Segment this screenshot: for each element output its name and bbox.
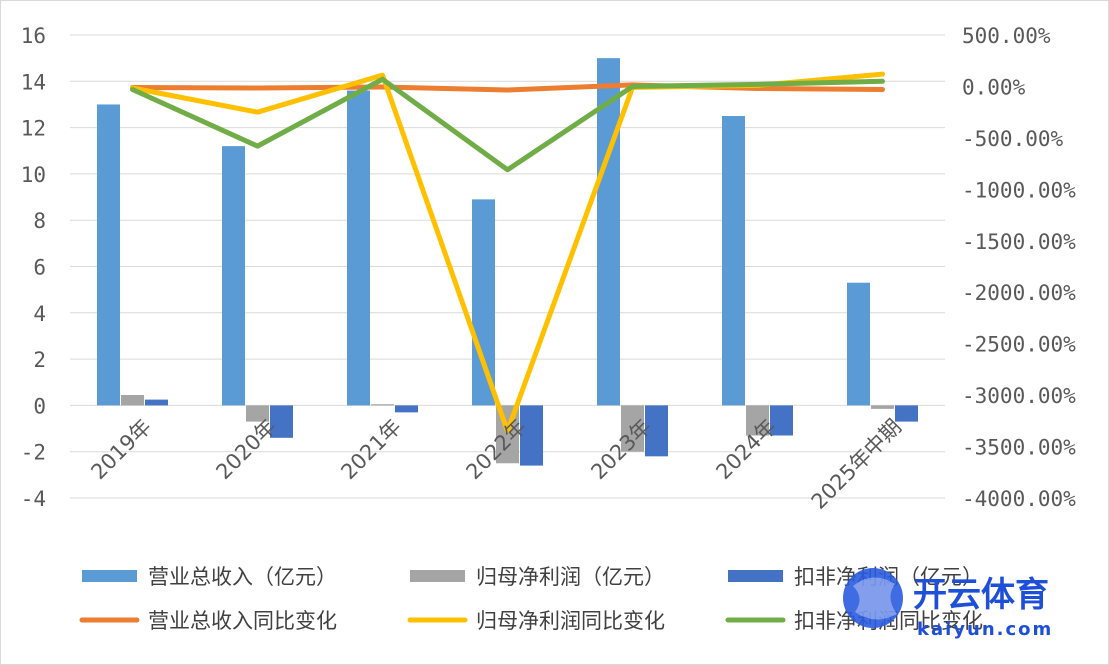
bar — [145, 399, 168, 406]
right-tick-label: 500.00% — [962, 24, 1051, 48]
bar — [371, 404, 394, 406]
watermark-brand-cn: 开云体育 — [913, 575, 1049, 615]
right-tick-label: -3000.00% — [962, 384, 1076, 408]
left-tick-label: 8 — [33, 209, 46, 233]
legend-swatch — [728, 570, 783, 582]
left-tick-label: 4 — [33, 302, 46, 326]
watermark-ball-icon — [843, 568, 903, 628]
right-tick-label: -2000.00% — [962, 281, 1076, 305]
left-tick-label: 10 — [21, 163, 46, 187]
bar — [722, 116, 745, 406]
right-tick-label: -1500.00% — [962, 230, 1076, 254]
left-tick-label: 0 — [33, 394, 46, 418]
bar — [97, 104, 120, 406]
left-tick-label: 2 — [33, 348, 46, 372]
series-line — [130, 82, 885, 93]
bar — [847, 282, 870, 406]
bar — [746, 405, 769, 436]
bar — [121, 394, 144, 406]
left-tick-label: -4 — [21, 487, 46, 511]
left-tick-label: 12 — [21, 117, 46, 141]
bar — [222, 146, 245, 406]
bar — [520, 405, 543, 466]
bar — [246, 405, 269, 422]
right-tick-label: -2500.00% — [962, 333, 1076, 357]
legend-label: 归母净利润同比变化 — [476, 609, 665, 633]
series-line — [130, 76, 885, 173]
watermark-ball-pattern — [853, 577, 897, 620]
watermark-brand-en: kaiyun.com — [917, 619, 1053, 640]
legend-label: 营业总收入（亿元） — [148, 565, 337, 589]
bar — [347, 90, 370, 406]
legend-swatch — [82, 570, 137, 582]
right-axis-ticks: 500.00% 0.00% -500.00% -1000.00% -1500.00% -2… — [962, 24, 1076, 511]
right-tick-label: -1000.00% — [962, 178, 1076, 202]
right-tick-label: 0.00% — [962, 75, 1026, 99]
bar — [770, 405, 793, 436]
left-axis-ticks: 16 14 12 10 8 6 4 2 0 -2 -4 — [21, 24, 46, 511]
bar — [270, 405, 293, 438]
left-tick-label: -2 — [21, 441, 46, 465]
right-tick-label: -3500.00% — [962, 436, 1076, 460]
bar — [871, 405, 894, 409]
legend-swatch — [410, 570, 465, 582]
line-series-group — [130, 71, 885, 434]
right-tick-label: -500.00% — [962, 127, 1064, 151]
bar — [895, 405, 918, 422]
bar — [621, 405, 644, 452]
left-tick-label: 16 — [21, 24, 46, 48]
bar-series-group — [97, 58, 918, 466]
legend-label: 归母净利润（亿元） — [476, 565, 665, 589]
right-tick-label: -4000.00% — [962, 487, 1076, 511]
bar — [645, 405, 668, 457]
left-tick-label: 14 — [21, 70, 46, 94]
bar — [597, 58, 620, 406]
watermark-logo: 开云体育 kaiyun.com — [843, 568, 1053, 640]
legend-label: 营业总收入同比变化 — [148, 609, 337, 633]
bar — [395, 405, 418, 413]
bar — [472, 199, 495, 406]
left-tick-label: 6 — [33, 256, 46, 280]
